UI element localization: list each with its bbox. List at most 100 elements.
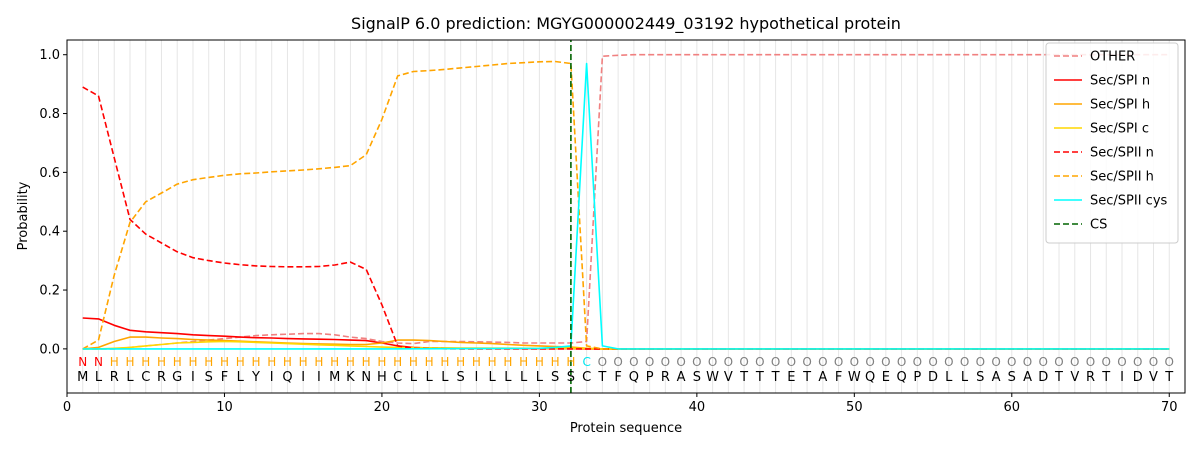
series-line-sec-spi-h bbox=[82, 336, 1170, 350]
prediction-label: H bbox=[440, 355, 449, 369]
prediction-label: H bbox=[566, 355, 575, 369]
sequence-letter: I bbox=[474, 370, 478, 385]
prediction-label: O bbox=[661, 355, 670, 369]
series-line-sec-spi-c bbox=[82, 340, 1170, 350]
series-layer bbox=[82, 40, 1170, 393]
prediction-label: N bbox=[78, 355, 87, 369]
prediction-label: O bbox=[676, 355, 685, 369]
sequence-letter: T bbox=[802, 370, 811, 385]
x-tick-label: 70 bbox=[1161, 400, 1178, 415]
sequence-letter: I bbox=[191, 370, 195, 385]
legend-entry: CS bbox=[1090, 218, 1107, 233]
prediction-label: H bbox=[346, 355, 355, 369]
x-tick-label: 0 bbox=[63, 400, 71, 415]
prediction-label: O bbox=[629, 355, 638, 369]
sequence-letter: P bbox=[646, 370, 654, 385]
legend-entry: Sec/SPII cys bbox=[1090, 194, 1168, 209]
sequence-letter: L bbox=[237, 370, 245, 385]
prediction-label: O bbox=[944, 355, 953, 369]
sequence-letter: L bbox=[95, 370, 103, 385]
sequence-letter: V bbox=[1070, 370, 1079, 385]
prediction-label: O bbox=[787, 355, 796, 369]
prediction-label: H bbox=[551, 355, 560, 369]
prediction-label: O bbox=[724, 355, 733, 369]
sequence-letter: D bbox=[1038, 370, 1048, 385]
prediction-label: O bbox=[598, 355, 607, 369]
prediction-label: O bbox=[1149, 355, 1158, 369]
x-axis-label: Protein sequence bbox=[570, 421, 682, 436]
sequence-letter: F bbox=[221, 370, 228, 385]
prediction-label: H bbox=[125, 355, 134, 369]
prediction-label: O bbox=[818, 355, 827, 369]
sequence-letter: V bbox=[1149, 370, 1158, 385]
prediction-label: H bbox=[314, 355, 323, 369]
series-line-sec-spii-n bbox=[82, 86, 1170, 350]
sequence-letter: D bbox=[928, 370, 938, 385]
sequence-letter: A bbox=[992, 370, 1001, 385]
axes-layer: 0 10 20 30 40 50 60 70 0.0 0.2 0.4 0.6 0.8 1.0 bbox=[39, 48, 1177, 415]
legend-entry: Sec/SPI h bbox=[1090, 98, 1150, 113]
sequence-letter: T bbox=[1101, 370, 1110, 385]
sequence-letter: I bbox=[1120, 370, 1124, 385]
sequence-letter: F bbox=[614, 370, 621, 385]
sequence-letter: Q bbox=[282, 370, 292, 385]
sequence-letter: S bbox=[551, 370, 559, 385]
sequence-letter: S bbox=[693, 370, 701, 385]
prediction-label: H bbox=[519, 355, 528, 369]
prediction-label: O bbox=[1133, 355, 1142, 369]
sequence-letter: L bbox=[410, 370, 418, 385]
prediction-label: O bbox=[739, 355, 748, 369]
sequence-letter: L bbox=[426, 370, 434, 385]
prediction-label: H bbox=[472, 355, 481, 369]
legend-entry: OTHER bbox=[1090, 50, 1135, 65]
sequence-letter: Q bbox=[629, 370, 639, 385]
sequence-letter: S bbox=[205, 370, 213, 385]
prediction-label: O bbox=[1070, 355, 1079, 369]
sequence-letter: P bbox=[913, 370, 921, 385]
sequence-letter: H bbox=[377, 370, 387, 385]
sequence-letter: M bbox=[329, 370, 340, 385]
sequence-letter: Q bbox=[865, 370, 875, 385]
legend-box bbox=[1045, 42, 1179, 244]
prediction-label: O bbox=[865, 355, 874, 369]
prediction-label: H bbox=[251, 355, 260, 369]
prediction-label: O bbox=[692, 355, 701, 369]
sequence-letter: C bbox=[582, 370, 591, 385]
prediction-label: N bbox=[94, 355, 103, 369]
prediction-label: C bbox=[582, 355, 590, 369]
sequence-letter: I bbox=[317, 370, 321, 385]
sequence-letter: T bbox=[755, 370, 764, 385]
sequence-letter: C bbox=[393, 370, 402, 385]
prediction-label: O bbox=[850, 355, 859, 369]
sequence-letter: D bbox=[1133, 370, 1143, 385]
x-tick-label: 50 bbox=[846, 400, 863, 415]
prediction-label: O bbox=[897, 355, 906, 369]
sequence-letter: C bbox=[141, 370, 150, 385]
sequence-letter: T bbox=[1054, 370, 1063, 385]
sequence-letter: N bbox=[361, 370, 371, 385]
sequence-letter: A bbox=[818, 370, 827, 385]
prediction-label: H bbox=[503, 355, 512, 369]
prediction-label: O bbox=[976, 355, 985, 369]
sequence-letter: A bbox=[1023, 370, 1032, 385]
prediction-label: O bbox=[771, 355, 780, 369]
prediction-label: H bbox=[236, 355, 245, 369]
sequence-letter: I bbox=[270, 370, 274, 385]
prediction-label: H bbox=[188, 355, 197, 369]
prediction-label: O bbox=[1039, 355, 1048, 369]
legend-entry: Sec/SPII h bbox=[1090, 170, 1154, 185]
sequence-letter: R bbox=[157, 370, 166, 385]
series-line-other bbox=[82, 53, 1170, 350]
x-tick-label: 20 bbox=[374, 400, 391, 415]
sequence-letter: M bbox=[77, 370, 88, 385]
prediction-label: O bbox=[834, 355, 843, 369]
y-tick-label: 0.6 bbox=[39, 166, 60, 181]
series-line-sec-spii-cys bbox=[82, 62, 1170, 350]
sequence-letter: L bbox=[441, 370, 449, 385]
y-tick-label: 0.4 bbox=[39, 225, 60, 240]
sequence-letter: T bbox=[597, 370, 606, 385]
sequence-letter: S bbox=[457, 370, 465, 385]
sequence-letter: Y bbox=[251, 370, 260, 385]
prediction-label: O bbox=[1102, 355, 1111, 369]
